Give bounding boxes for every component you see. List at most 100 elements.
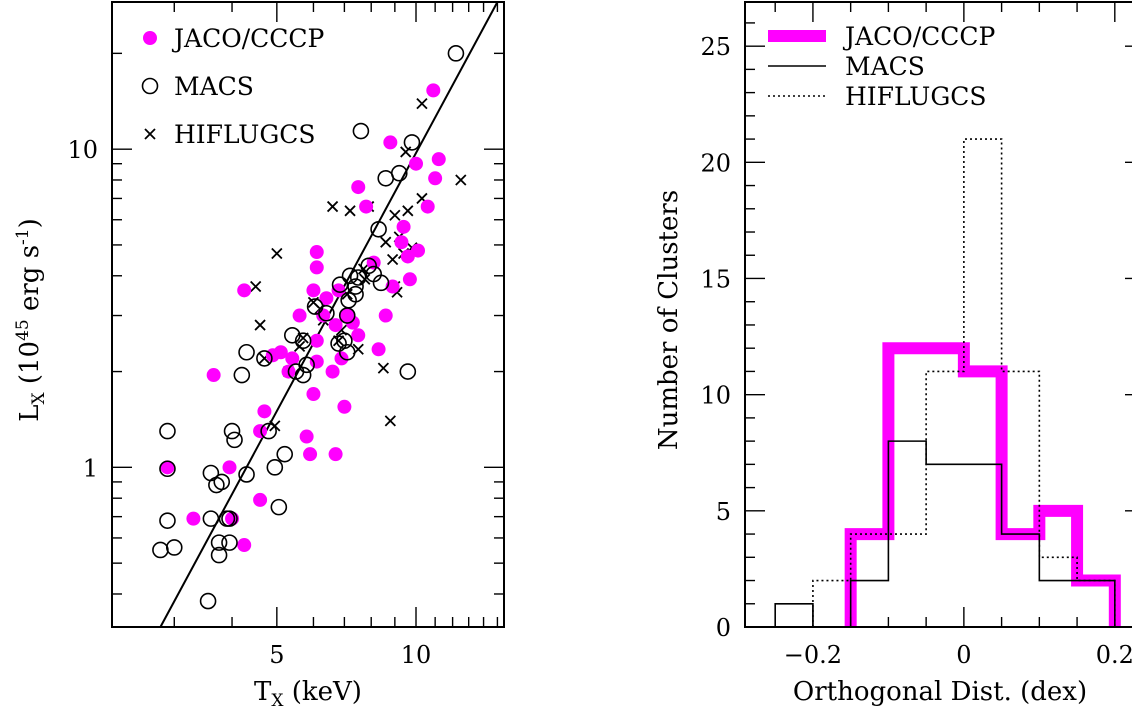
macspoint bbox=[159, 422, 176, 440]
jaco-cccppoint bbox=[383, 135, 398, 150]
histogram-plot-frame bbox=[744, 1, 1132, 628]
macspoint bbox=[165, 539, 183, 556]
jaco-cccppoint bbox=[306, 387, 321, 402]
macspoint bbox=[221, 510, 238, 527]
macspoint bbox=[338, 343, 356, 361]
jaco-cccppoint bbox=[306, 283, 321, 298]
scatter-legend-label: JACO/CCCP bbox=[171, 24, 324, 53]
jaco-cccppoint bbox=[160, 460, 175, 475]
jaco-cccppoint bbox=[426, 83, 441, 98]
macspoint bbox=[341, 267, 359, 285]
jaco-cccppoint bbox=[285, 351, 300, 366]
macspoint bbox=[349, 269, 367, 286]
scatter-x-tick-label: 5 bbox=[269, 641, 284, 669]
macshistogram bbox=[774, 440, 1116, 627]
jaco-cccppoint bbox=[253, 492, 268, 507]
histogram-legend-label: JACO/CCCP bbox=[842, 22, 995, 51]
macspoint bbox=[159, 512, 176, 529]
jaco-cccppoint bbox=[325, 364, 340, 379]
scatter-y-tick-label: 10 bbox=[67, 136, 98, 164]
macspoint bbox=[238, 466, 255, 483]
scatter-legend-marker bbox=[143, 31, 157, 45]
hiflugcspoint bbox=[254, 319, 266, 331]
scatter-legend-marker bbox=[144, 128, 156, 140]
scatter-legend-marker bbox=[141, 77, 159, 95]
jaco-cccppoint bbox=[428, 171, 443, 186]
hiflugcspoint bbox=[402, 205, 414, 217]
jaco-cccppoint bbox=[334, 351, 349, 366]
hiflugcspoint bbox=[455, 174, 467, 186]
jaco-cccppoint bbox=[411, 243, 426, 258]
macspoint bbox=[238, 343, 255, 361]
jaco-cccppoint bbox=[299, 429, 314, 444]
macspoint bbox=[399, 363, 417, 380]
jaco-cccppoint bbox=[400, 249, 415, 264]
macspoint bbox=[318, 304, 335, 322]
hiflugcspoint bbox=[271, 247, 283, 260]
macspoint bbox=[256, 350, 273, 367]
jaco-cccppoint bbox=[359, 199, 374, 214]
hiflugcspoint bbox=[416, 97, 428, 110]
jaco-cccppoint bbox=[345, 315, 360, 330]
jaco-cccppoint bbox=[396, 219, 411, 234]
hiflugcshistogram bbox=[812, 138, 1116, 627]
jaco-cccppoint bbox=[309, 333, 324, 348]
jaco-cccppoint bbox=[303, 447, 318, 462]
hiflugcspoint bbox=[344, 205, 356, 217]
histogram-y-tick-label: 0 bbox=[716, 614, 731, 642]
jaco-cccppoint bbox=[309, 354, 324, 369]
macspoint bbox=[283, 327, 301, 344]
jaco-cccppoint bbox=[309, 260, 324, 275]
macspoint bbox=[352, 122, 370, 140]
jaco-cccppoint bbox=[319, 291, 334, 306]
scatter-legend: JACO/CCCP MACS HIFLUGCS bbox=[141, 24, 324, 149]
histogram-series-group bbox=[774, 138, 1121, 627]
scatter-y-tick-label: 1 bbox=[83, 454, 98, 482]
jaco-cccppoint bbox=[328, 318, 343, 333]
jaco-cccppoint bbox=[378, 308, 393, 323]
jaco-cccppoint bbox=[237, 283, 252, 298]
histogram-x-axis-label: Orthogonal Dist. (dex) bbox=[793, 677, 1087, 707]
scatter-legend-label: MACS bbox=[174, 72, 254, 101]
histogram-y-tick-label: 15 bbox=[700, 265, 731, 293]
jaco-cccppoint bbox=[273, 345, 288, 360]
histogram-axes-group: 0 5 10 15 20 25 −0.2 0 0.2 bbox=[700, 2, 1132, 669]
hiflugcspoint bbox=[326, 200, 339, 213]
jaco-cccppoint bbox=[394, 235, 409, 250]
macspoint bbox=[199, 592, 217, 610]
histogram-y-tick-label: 5 bbox=[716, 498, 731, 526]
macspoint bbox=[298, 356, 315, 374]
macspoint bbox=[210, 534, 228, 551]
hiflugcspoint bbox=[384, 415, 396, 427]
hiflugcspoint bbox=[400, 146, 412, 158]
macspoint bbox=[390, 164, 408, 182]
histogram-y-axis-label: Number of Clusters bbox=[654, 190, 684, 450]
histogram-y-tick-label: 25 bbox=[700, 33, 731, 61]
scatter-x-tick-label: 10 bbox=[401, 641, 432, 669]
histogram-y-tick-label: 10 bbox=[700, 382, 731, 410]
histogram-legend-label: HIFLUGCS bbox=[845, 82, 987, 111]
scatter-plot-frame bbox=[111, 1, 505, 628]
hiflugcspoint bbox=[377, 362, 390, 374]
macspoint bbox=[152, 541, 169, 559]
lx-tx-scatter-panel: 5 10 1 10 JACO/CCCP MACS HIFLUGCS TX (keV) LX… bbox=[13, 1, 505, 710]
macspoint bbox=[294, 366, 312, 384]
scatter-points-group bbox=[152, 45, 467, 610]
macspoint bbox=[360, 257, 377, 275]
macspoint bbox=[210, 546, 228, 564]
macspoint bbox=[336, 332, 353, 350]
macspoint bbox=[159, 460, 176, 478]
jaco-cccphistogram bbox=[844, 342, 1121, 627]
jaco-cccppoint bbox=[420, 199, 435, 214]
jaco-cccppoint bbox=[222, 460, 237, 475]
histogram-x-tick-label: 0.2 bbox=[1096, 641, 1132, 669]
jaco-cccppoint bbox=[337, 399, 352, 414]
macspoint bbox=[233, 366, 251, 384]
scatter-legend-label: HIFLUGCS bbox=[174, 120, 316, 149]
macspoint bbox=[372, 274, 390, 292]
macspoint bbox=[213, 473, 231, 491]
jaco-cccppoint bbox=[186, 511, 201, 526]
macspoint bbox=[270, 498, 288, 516]
